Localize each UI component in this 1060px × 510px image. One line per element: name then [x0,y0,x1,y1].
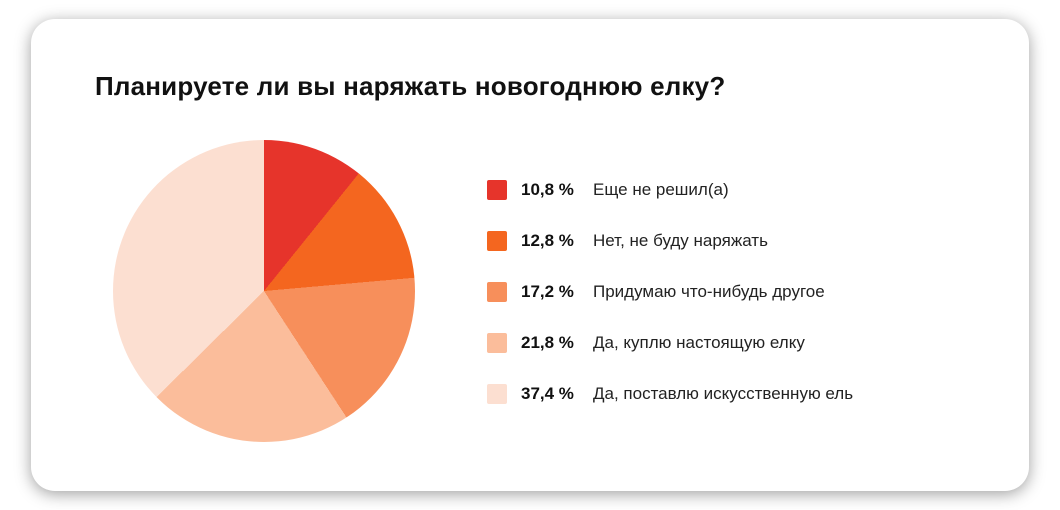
legend-swatch [487,282,507,302]
chart-legend: 10,8 % Еще не решил(а) 12,8 % Нет, не бу… [487,178,853,405]
legend-swatch [487,384,507,404]
legend-item: 21,8 % Да, куплю настоящую елку [487,333,853,354]
legend-percent: 37,4 % [521,384,574,403]
legend-swatch [487,333,507,353]
page-title: Планируете ли вы наряжать новогоднюю елк… [95,71,726,101]
legend-label: Да, поставлю искусственную ель [593,384,854,403]
legend-item: 12,8 % Нет, не буду наряжать [487,231,853,252]
legend-label: Да, куплю настоящую елку [593,333,805,352]
legend-percent: 21,8 % [521,333,574,352]
legend-label: Придумаю что-нибудь другое [593,282,825,301]
legend-percent: 17,2 % [521,282,574,301]
pie-chart [113,140,415,442]
legend-item: 10,8 % Еще не решил(а) [487,180,853,201]
legend-swatch [487,231,507,251]
legend-swatch [487,180,507,200]
legend-percent: 12,8 % [521,231,574,250]
legend-item: 37,4 % Да, поставлю искусственную ель [487,384,853,405]
legend-label: Нет, не буду наряжать [593,231,768,250]
legend-percent: 10,8 % [521,180,574,199]
legend-item: 17,2 % Придумаю что-нибудь другое [487,282,853,303]
chart-area: 10,8 % Еще не решил(а) 12,8 % Нет, не бу… [95,140,965,442]
survey-card: Планируете ли вы наряжать новогоднюю елк… [31,19,1029,491]
legend-label: Еще не решил(а) [593,180,729,199]
